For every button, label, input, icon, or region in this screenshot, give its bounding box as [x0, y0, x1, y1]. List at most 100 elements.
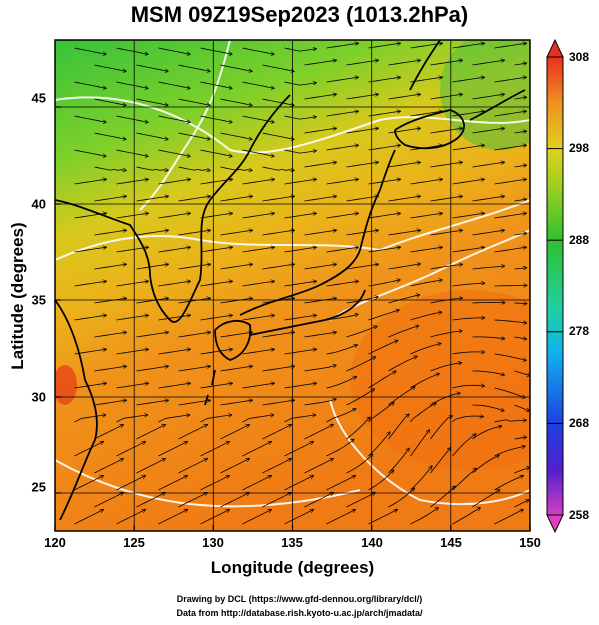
- streamline: [430, 128, 463, 134]
- streamline: [368, 371, 396, 389]
- streamline: [284, 213, 317, 219]
- streamline: [494, 179, 527, 185]
- streamline: [494, 77, 527, 83]
- streamline: [388, 449, 410, 474]
- streamline: [178, 196, 211, 202]
- streamline: [158, 149, 190, 156]
- streamline: [388, 326, 419, 338]
- streamline: [262, 425, 292, 440]
- streamline: [262, 98, 294, 105]
- streamline: [368, 179, 401, 185]
- streamline: [284, 415, 316, 423]
- streamline: [514, 467, 530, 474]
- streamline: [304, 298, 337, 304]
- streamline: [430, 230, 463, 236]
- streamline: [514, 337, 527, 339]
- credit-data: Data from http://database.rish.kyoto-u.a…: [176, 608, 423, 618]
- streamline: [410, 111, 443, 117]
- streamline: [326, 213, 359, 219]
- streamline: [178, 298, 211, 304]
- streamline: [472, 162, 505, 168]
- streamline: [346, 389, 375, 406]
- streamline: [494, 510, 524, 525]
- streamline: [200, 315, 233, 321]
- streamline: [200, 115, 232, 122]
- streamline: [200, 383, 233, 389]
- streamline: [368, 510, 398, 525]
- y-tick-label: 40: [31, 196, 46, 212]
- streamline: [136, 98, 168, 105]
- streamline: [430, 94, 463, 100]
- streamline: [220, 132, 252, 139]
- streamline: [220, 98, 252, 105]
- streamline: [410, 508, 439, 525]
- streamline: [158, 383, 191, 389]
- streamline: [472, 128, 505, 134]
- streamline: [326, 510, 356, 525]
- streamline: [346, 128, 379, 134]
- streamline: [346, 94, 379, 100]
- colorbar-tick-label: 268: [569, 416, 590, 430]
- streamline: [158, 47, 190, 54]
- streamline: [452, 247, 485, 253]
- streamline: [304, 94, 337, 100]
- streamline: [368, 111, 401, 117]
- streamline: [472, 60, 505, 66]
- streamline: [136, 493, 166, 508]
- streamline: [388, 60, 421, 66]
- colorbar-tick-label: 288: [569, 233, 590, 247]
- streamline: [410, 403, 437, 423]
- streamline: [116, 281, 149, 287]
- streamline: [74, 415, 106, 423]
- streamline: [94, 459, 124, 474]
- streamline: [242, 247, 275, 253]
- streamline: [304, 264, 337, 270]
- streamline: [74, 115, 106, 122]
- streamline: [346, 357, 376, 372]
- streamline: [472, 404, 504, 411]
- streamline: [178, 132, 210, 139]
- streamline: [452, 385, 485, 389]
- streamlines: [74, 43, 530, 525]
- streamline: [136, 425, 166, 440]
- streamline: [116, 47, 148, 54]
- streamline: [452, 416, 484, 423]
- streamline: [94, 166, 126, 171]
- streamline: [514, 437, 527, 439]
- streamline: [200, 415, 232, 423]
- streamline: [388, 230, 421, 236]
- streamline: [430, 416, 453, 440]
- streamline: [262, 264, 295, 270]
- y-tick-label: 30: [31, 389, 46, 405]
- streamline: [262, 196, 295, 202]
- streamline: [472, 266, 505, 270]
- streamline: [94, 132, 126, 139]
- streamline: [304, 459, 334, 474]
- streamline: [284, 116, 317, 120]
- streamline: [430, 393, 460, 406]
- streamline: [452, 179, 485, 185]
- streamline: [410, 466, 432, 491]
- streamline: [242, 47, 274, 54]
- streamline: [262, 230, 295, 236]
- streamline: [494, 446, 525, 457]
- streamline: [326, 247, 359, 253]
- streamline: [262, 64, 294, 71]
- credit-drawing: Drawing by DCL (https://www.gfd-dennou.o…: [176, 594, 423, 604]
- streamline: [74, 383, 107, 389]
- streamline: [74, 149, 106, 156]
- streamline: [410, 213, 443, 219]
- streamline: [220, 196, 253, 202]
- streamline: [136, 230, 169, 236]
- streamline: [410, 344, 441, 355]
- streamline: [220, 459, 250, 474]
- streamline: [200, 213, 233, 219]
- streamline: [304, 162, 337, 168]
- x-tick-label: 130: [202, 535, 224, 550]
- streamline: [452, 77, 485, 83]
- streamline: [94, 196, 127, 202]
- streamline: [368, 432, 390, 457]
- streamline: [136, 132, 168, 139]
- streamline: [178, 64, 210, 71]
- streamline: [200, 442, 230, 457]
